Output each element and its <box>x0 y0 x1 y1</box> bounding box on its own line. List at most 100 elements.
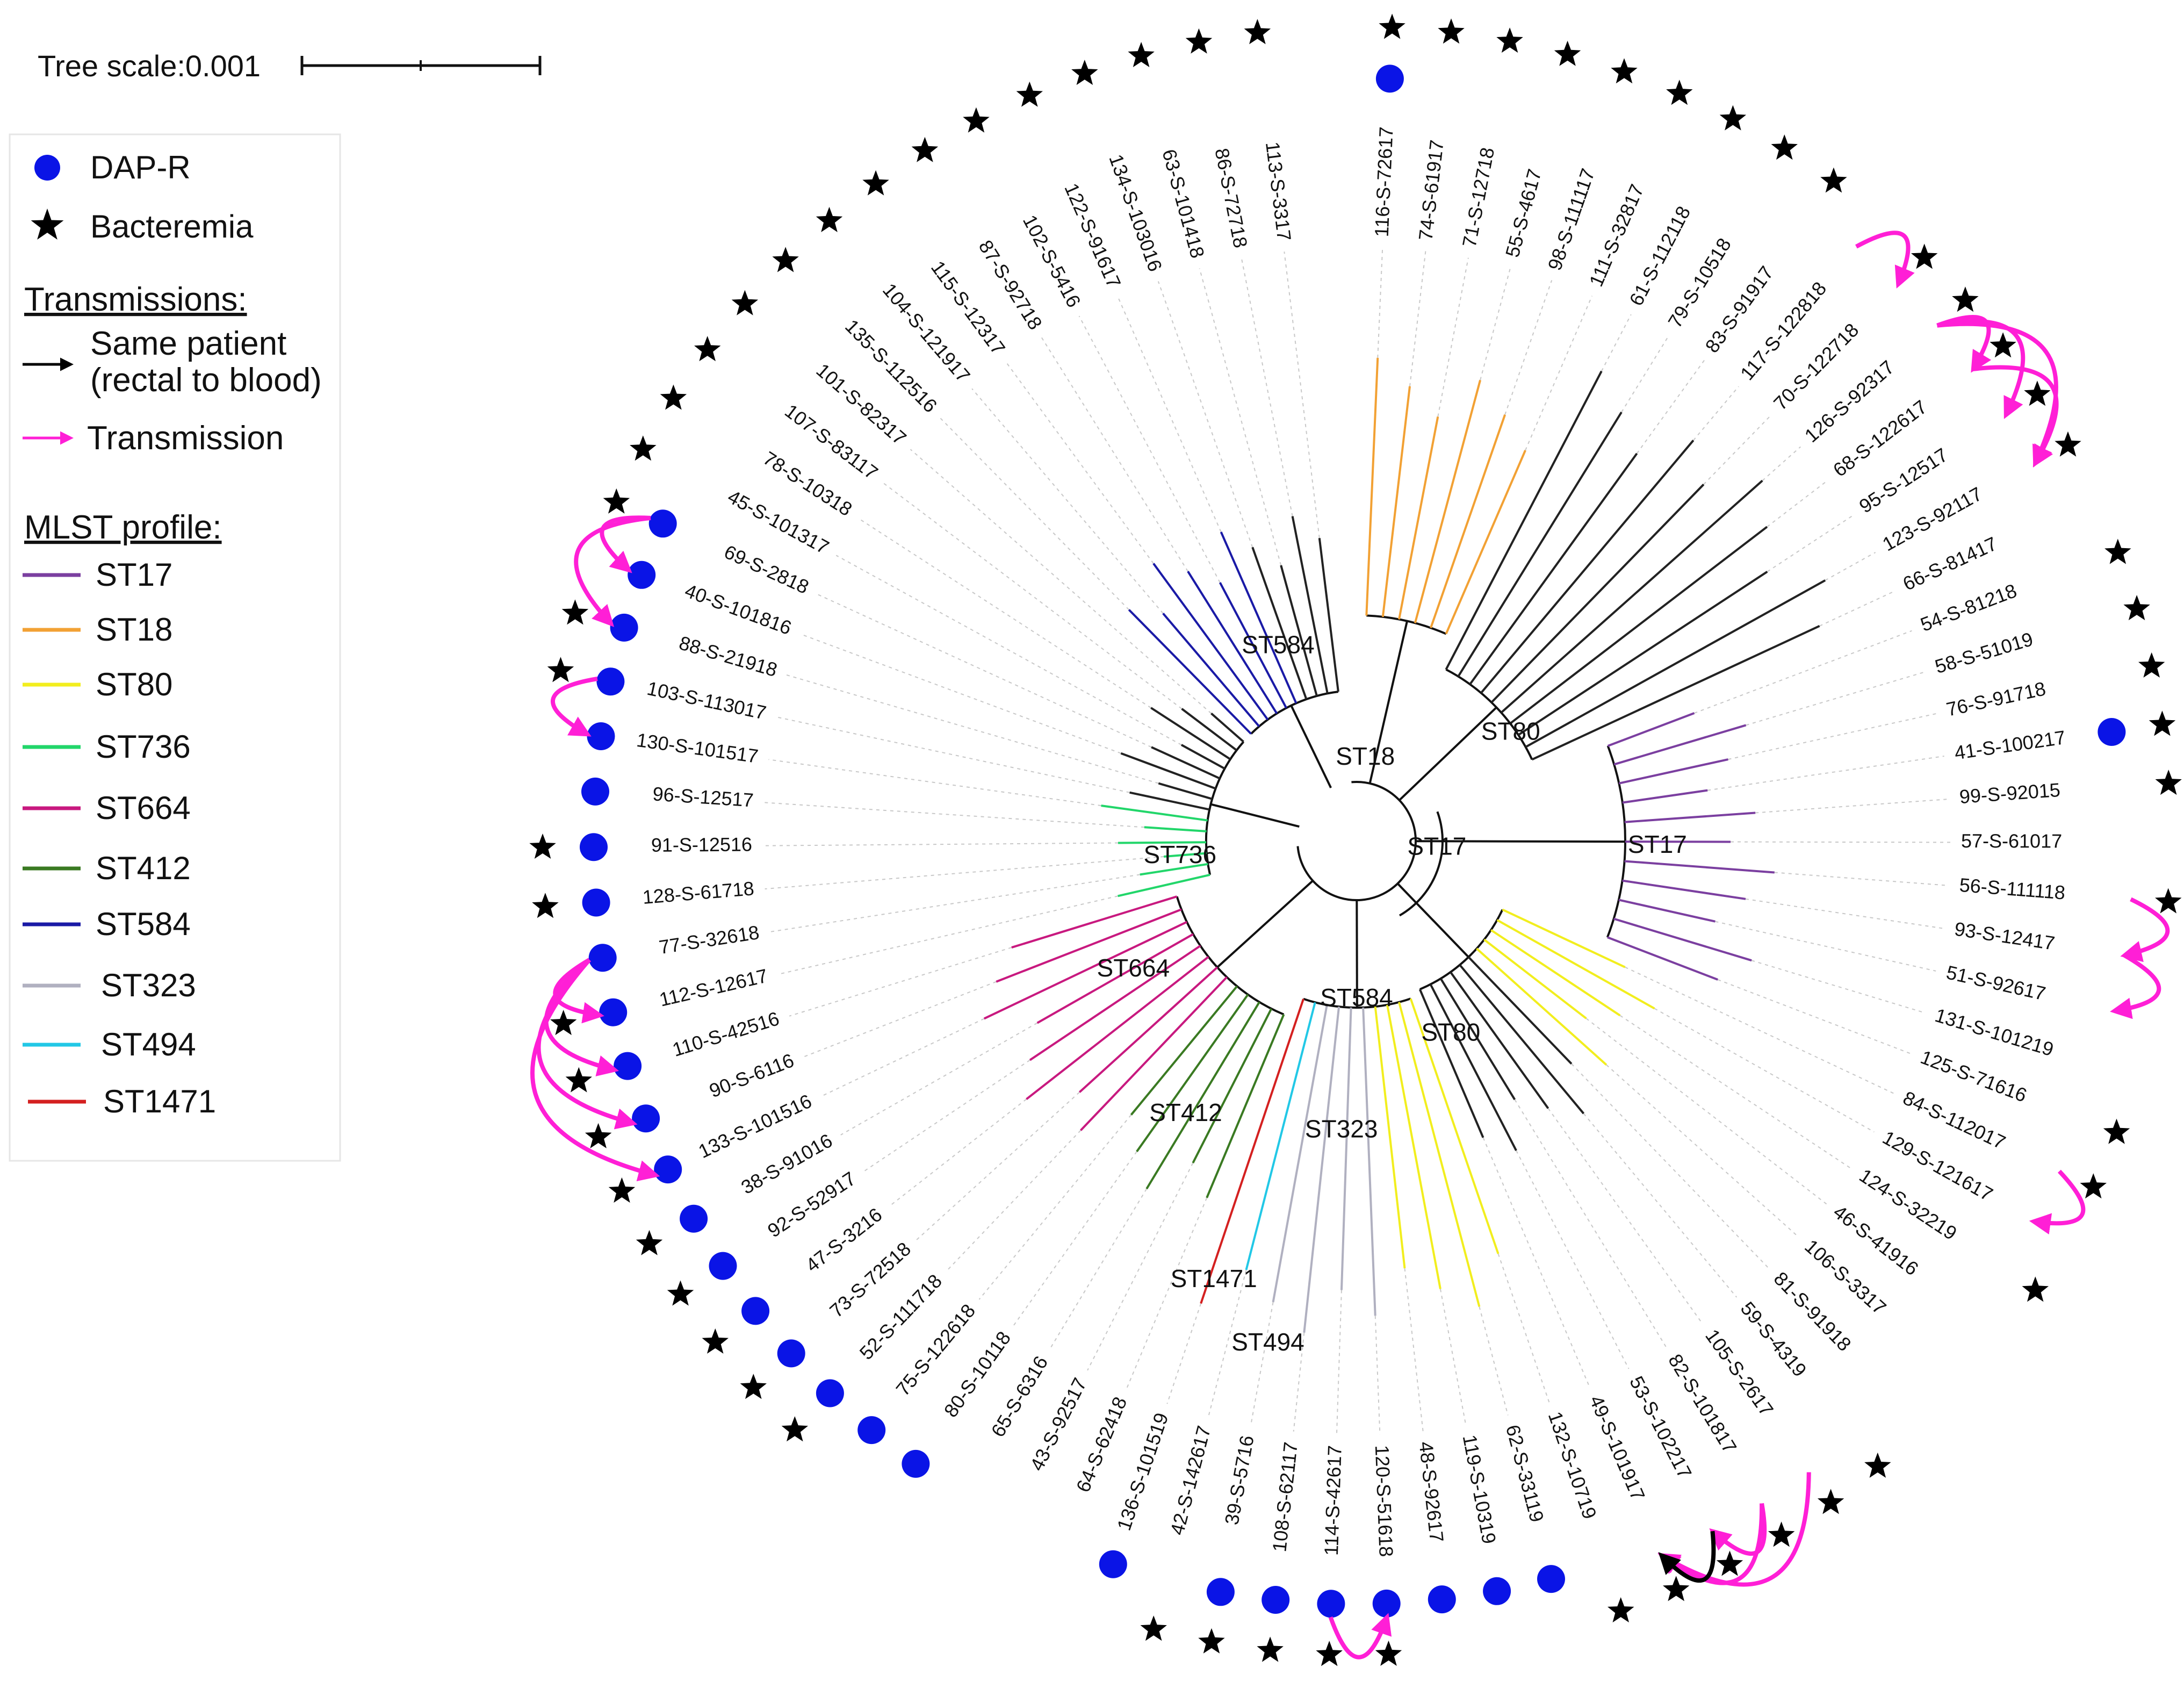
leaf-branch <box>1624 860 1775 874</box>
mlst-st584-label: ST584 <box>96 906 191 942</box>
bacteremia-star-icon <box>1316 1641 1343 1666</box>
leaf-guide <box>940 417 1129 610</box>
bacteremia-star-icon <box>1719 105 1747 131</box>
leaf-label: 131-S-101219 <box>1933 1004 2056 1060</box>
mlst-st1471-label: ST1471 <box>103 1083 216 1119</box>
leaf-guide <box>1166 1303 1202 1404</box>
scale-bar: Tree scale:0.001 <box>38 49 542 83</box>
clade-label: ST412 <box>1149 1098 1222 1126</box>
bacteremia-star-icon <box>1198 1628 1225 1654</box>
mlst-st80-label: ST80 <box>96 666 172 702</box>
clade-labels: ST584 ST18 ST80 ST17 ST736 ST17 ST664 ST584 ST80… <box>1097 631 1687 1356</box>
leaf-branch <box>1318 537 1339 692</box>
leaf-guide <box>803 981 997 1058</box>
leaf-guide <box>1694 630 1912 714</box>
clade-label: ST17 <box>1407 832 1466 860</box>
leaf-branch <box>1129 791 1210 811</box>
bacteremia-star-icon <box>585 1123 612 1148</box>
leaf-branch <box>1613 724 1747 766</box>
dap-r-marker-icon <box>580 833 608 861</box>
leaf-branch <box>1459 964 1585 1115</box>
leaf-guide <box>888 1098 1027 1208</box>
leaf-guide <box>1482 1137 1590 1388</box>
leaf-guide <box>1746 671 1926 726</box>
leaf-guide <box>1437 257 1469 417</box>
leaf-branch <box>1151 746 1221 780</box>
leaf-guide <box>764 802 1144 828</box>
bacteremia-star-icon <box>550 1010 577 1036</box>
clade-label: ST323 <box>1305 1115 1378 1143</box>
leaf-guide <box>1041 337 1188 572</box>
leaf-label: 62-S-33119 <box>1502 1423 1548 1525</box>
leaf-branch <box>1362 1007 1376 1316</box>
leaf-label: 90-S-6116 <box>706 1049 797 1102</box>
dap-r-marker-icon <box>709 1252 737 1280</box>
leaf-guide <box>1547 1108 1703 1324</box>
mlst-st17-label: ST17 <box>96 557 172 593</box>
dap-r-marker-icon <box>1483 1577 1511 1605</box>
leaf-branch <box>1490 484 1705 703</box>
bacteremia-star-icon <box>547 657 574 683</box>
clade-label: ST18 <box>1336 742 1395 770</box>
leaf-branch <box>1457 411 1623 677</box>
leaf-guide <box>769 874 1140 932</box>
leaf-branch <box>1245 1002 1316 1270</box>
leaf-branch <box>1303 1007 1340 1333</box>
leaf-guide <box>1693 386 1739 441</box>
leaf-branch <box>1140 863 1208 876</box>
leaf-guide <box>1208 1269 1247 1417</box>
leaf-guide <box>1118 297 1222 533</box>
leaf-branch <box>1192 1008 1273 1163</box>
leaf-guide <box>1621 335 1669 413</box>
leaf-label: 64-S-62418 <box>1072 1393 1131 1495</box>
leaf-branch <box>1036 933 1194 1024</box>
clade-label: ST80 <box>1481 717 1540 745</box>
mlst-st18-label: ST18 <box>96 612 172 648</box>
bacteremia-star-icon <box>772 247 799 272</box>
leaf-branch <box>1409 998 1500 1254</box>
bacteremia-star-icon <box>532 893 559 918</box>
leaf-guide <box>978 1114 1132 1300</box>
bacteremia-star-icon <box>1990 332 2016 358</box>
leaf-guide <box>1126 1197 1208 1389</box>
leaf-guide <box>1819 590 1895 627</box>
bacteremia-star-icon <box>1244 19 1271 45</box>
bacteremia-star-icon <box>963 107 990 133</box>
leaf-guide-lines <box>763 248 1950 1435</box>
leaf-branch <box>1445 370 1603 670</box>
leaf-guide <box>816 593 1152 748</box>
leaf-branch <box>1136 994 1249 1152</box>
leaf-branch <box>996 908 1182 983</box>
leaf-branch <box>1026 956 1209 1100</box>
leaf-label: 41-S-100217 <box>1953 726 2067 764</box>
leaf-label: 99-S-92015 <box>1959 779 2062 808</box>
leaf-guide <box>1583 1113 1738 1298</box>
bacteremia-star-icon <box>2055 431 2081 457</box>
bacteremia-star-icon <box>2155 770 2182 795</box>
leaf-guide <box>1755 799 1949 814</box>
leaf-guide <box>840 1022 1038 1136</box>
leaf-label: 120-S-51618 <box>1371 1445 1397 1557</box>
leaf-branch <box>983 921 1187 1020</box>
leaf-label: 63-S-101418 <box>1158 147 1209 261</box>
leaf-branch <box>1145 1001 1260 1190</box>
leaf-branch <box>1219 582 1287 709</box>
leaf-guide <box>1730 841 1950 843</box>
leaf-branch <box>1467 956 1573 1065</box>
leaf-branch <box>1118 841 1207 844</box>
legend-box <box>9 133 341 1162</box>
bacteremia-star-icon <box>1185 28 1213 54</box>
leaf-guide <box>1703 415 1771 485</box>
clade-label: ST1471 <box>1171 1265 1257 1292</box>
leaf-guide <box>1514 1099 1667 1348</box>
bacteremia-star-icon <box>2024 380 2051 406</box>
bacteremia-star-icon <box>1140 1615 1167 1641</box>
leaf-guide <box>1825 552 1876 581</box>
mlst-st736-label: ST736 <box>96 729 191 765</box>
bacteremia-star-icon <box>1663 1576 1690 1601</box>
leaf-guide <box>1013 1151 1137 1326</box>
leaf-guide <box>820 1018 985 1097</box>
dap-r-marker-icon <box>596 667 625 696</box>
leaf-label: 136-S-101519 <box>1113 1410 1173 1533</box>
